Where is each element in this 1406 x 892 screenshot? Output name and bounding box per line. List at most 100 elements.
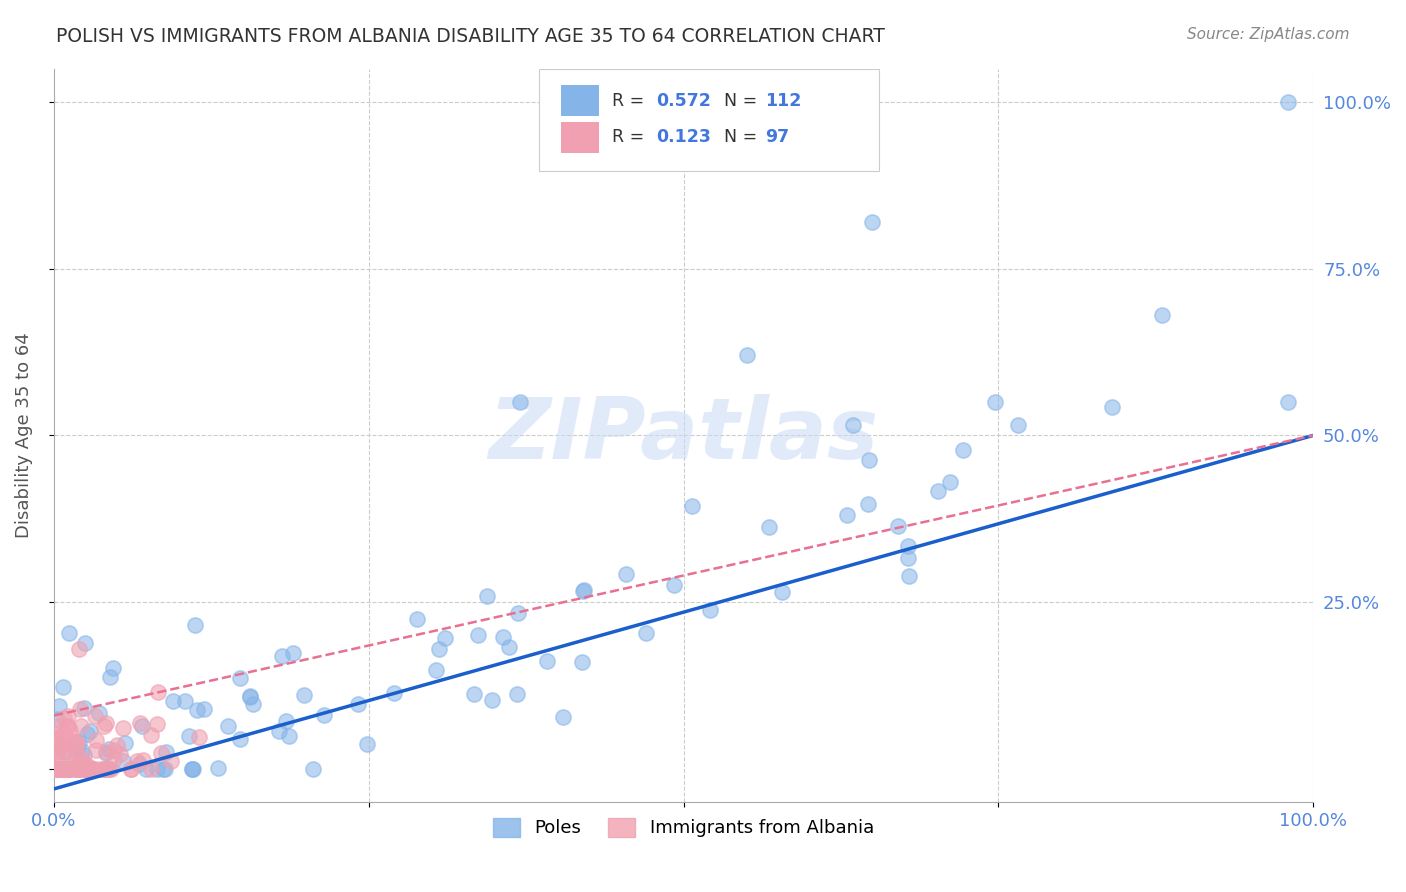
Point: [58, 625, 80, 640]
Point: [62, 734, 84, 748]
Point: [55, 744, 77, 758]
Point: [70, 762, 93, 776]
Point: [44, 739, 66, 753]
Point: [636, 626, 658, 640]
Point: [382, 686, 405, 700]
Point: [217, 719, 239, 733]
Point: [86, 732, 108, 747]
Point: [120, 762, 142, 776]
Point: [498, 640, 520, 654]
Point: [53, 735, 76, 749]
Point: [80, 762, 103, 776]
Point: [66, 762, 89, 776]
Point: [427, 641, 450, 656]
Point: [46, 743, 69, 757]
Point: [65, 741, 87, 756]
Point: [662, 578, 685, 592]
Point: [281, 646, 304, 660]
Point: [94, 745, 117, 759]
Point: [179, 730, 201, 744]
Point: [276, 714, 298, 728]
Point: [162, 694, 184, 708]
Point: [180, 762, 202, 776]
Point: [48, 699, 70, 714]
Point: [475, 589, 498, 603]
Point: [45, 747, 67, 761]
Point: [76, 726, 98, 740]
Point: [93, 762, 115, 776]
Point: [188, 731, 211, 745]
Point: [509, 395, 531, 409]
Point: [80, 762, 103, 776]
Point: [536, 654, 558, 668]
Point: [111, 754, 134, 768]
Point: [229, 671, 252, 685]
Point: [146, 762, 169, 776]
Point: [73, 701, 96, 715]
Point: [842, 418, 865, 433]
Point: [44, 761, 66, 775]
Point: [70, 719, 93, 733]
Point: [239, 690, 262, 705]
Point: [73, 756, 96, 770]
Point: [278, 729, 301, 743]
Point: [98, 670, 121, 684]
Point: [105, 738, 128, 752]
Point: [146, 685, 169, 699]
Point: [103, 661, 125, 675]
Point: [79, 723, 101, 738]
Point: [1007, 418, 1029, 433]
Point: [75, 762, 97, 776]
Point: [242, 697, 264, 711]
Point: [492, 630, 515, 644]
Point: [939, 475, 962, 489]
Legend: Poles, Immigrants from Albania: Poles, Immigrants from Albania: [485, 811, 882, 845]
Point: [67, 759, 90, 773]
Point: [572, 584, 595, 599]
Point: [66, 762, 89, 776]
Point: [571, 655, 593, 669]
Point: [112, 722, 135, 736]
Point: [131, 753, 153, 767]
Point: [44, 726, 66, 740]
Point: [129, 716, 152, 731]
Point: [128, 756, 150, 771]
Point: [67, 641, 90, 656]
Text: N =: N =: [724, 92, 762, 110]
Point: [97, 742, 120, 756]
Point: [770, 585, 793, 599]
Point: [508, 606, 530, 620]
Point: [94, 716, 117, 731]
Point: [56, 709, 79, 723]
Point: [55, 762, 77, 776]
Point: [83, 762, 105, 776]
Point: [174, 694, 197, 708]
Point: [49, 738, 72, 752]
Point: [97, 762, 120, 776]
Point: [69, 762, 91, 776]
Point: [927, 484, 949, 499]
Point: [73, 762, 96, 776]
Point: [108, 747, 131, 762]
Point: [681, 499, 703, 513]
Point: [1152, 309, 1174, 323]
Point: [89, 762, 111, 776]
Point: [481, 692, 503, 706]
Point: [302, 762, 325, 776]
Point: [149, 746, 172, 760]
Point: [67, 756, 90, 770]
Point: [837, 508, 859, 522]
FancyBboxPatch shape: [561, 122, 599, 153]
Point: [463, 687, 485, 701]
Point: [984, 395, 1007, 409]
Point: [239, 689, 262, 703]
Point: [952, 443, 974, 458]
Point: [181, 762, 204, 776]
Point: [139, 762, 162, 776]
Point: [160, 754, 183, 768]
Point: [735, 348, 758, 362]
Point: [141, 728, 163, 742]
Point: [56, 719, 79, 733]
Point: [1277, 395, 1299, 409]
Point: [83, 709, 105, 723]
